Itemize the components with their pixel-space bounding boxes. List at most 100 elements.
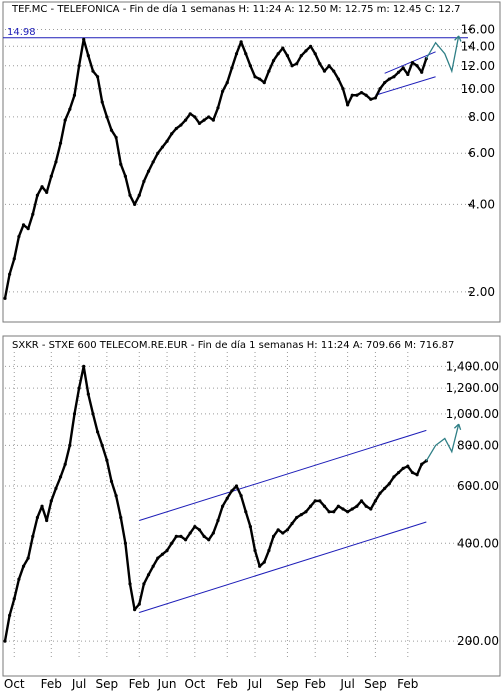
- x-tick-label: Jul: [247, 677, 262, 691]
- telefonica-price-point: [114, 135, 118, 140]
- telefonica-price-point: [359, 91, 364, 95]
- telefonica-y-tick-label: 2.00: [468, 285, 495, 299]
- stoxx-telecom-price-point: [114, 494, 118, 498]
- telefonica-price-point: [318, 62, 322, 66]
- telefonica-price-point: [77, 64, 81, 68]
- telefonica-price-point: [230, 66, 234, 70]
- telefonica-price-point: [105, 115, 109, 119]
- telefonica-price-point: [45, 190, 49, 194]
- stoxx-telecom-projection-line: [425, 423, 460, 462]
- stoxx-telecom-price-point: [258, 564, 262, 568]
- stoxx-telecom-y-tick-label: 1,200.00: [446, 381, 499, 395]
- telefonica-y-tick-label: 8.00: [468, 110, 495, 124]
- telefonica-price-point: [276, 52, 280, 56]
- stoxx-telecom-price-point: [420, 462, 424, 466]
- stoxx-telecom-price-point: [364, 504, 368, 508]
- stoxx-telecom-price-point: [336, 504, 340, 508]
- telefonica-panel: TEF.MC - TELEFONICA - Fin de día 1 seman…: [2, 1, 501, 323]
- stoxx-telecom-price-point: [359, 499, 364, 503]
- telefonica-projection-line: [425, 35, 460, 74]
- stoxx-telecom-price-point: [281, 531, 285, 535]
- telefonica-price-point: [35, 193, 40, 197]
- telefonica-price-series: [3, 37, 428, 300]
- stoxx-telecom-price-point: [77, 386, 81, 390]
- telefonica-price-point: [415, 64, 419, 68]
- x-tick-label: Feb: [41, 677, 62, 691]
- telefonica-price-point: [123, 174, 127, 178]
- stoxx-telecom-channel-lower-line: [139, 521, 427, 613]
- stoxx-telecom-price-point: [31, 534, 35, 538]
- telefonica-projection-arrowhead: [454, 35, 462, 42]
- stoxx-telecom-price-point: [322, 504, 327, 508]
- telefonica-price-point: [151, 160, 155, 164]
- telefonica-resistance-label: 14.98: [7, 27, 36, 38]
- telefonica-price-point: [322, 69, 327, 73]
- stoxx-telecom-price-point: [304, 510, 308, 514]
- stoxx-telecom-price-point: [262, 560, 266, 564]
- telefonica-price-point: [26, 227, 30, 231]
- stoxx-telecom-price-point: [72, 412, 77, 416]
- telefonica-price-point: [262, 81, 266, 85]
- stoxx-telecom-y-axis: 1,400.00 1,200.00 1,000.00 800.00 600.00 400.…: [446, 359, 499, 648]
- telefonica-price-point: [216, 106, 220, 110]
- stoxx-telecom-price-point: [105, 458, 109, 462]
- telefonica-price-point: [271, 59, 276, 63]
- stoxx-telecom-y-tick-label: 1,000.00: [446, 407, 499, 421]
- stoxx-telecom-panel: SXKR - STXE 600 TELECOM.RE.EUR - Fin de …: [2, 335, 501, 691]
- stoxx-telecom-price-point: [151, 564, 155, 568]
- telefonica-price-point: [165, 139, 169, 143]
- telefonica-price-point: [364, 93, 368, 97]
- stoxx-telecom-price-point: [225, 496, 229, 500]
- telefonica-y-tick-label: 6.00: [468, 146, 495, 160]
- stoxx-telecom-price-point: [21, 564, 26, 568]
- stoxx-telecom-price-point: [253, 548, 257, 553]
- telefonica-price-point: [355, 93, 359, 97]
- x-tick-label: Feb: [129, 677, 150, 691]
- stoxx-telecom-price-point: [119, 515, 123, 520]
- telefonica-price-point: [179, 123, 183, 127]
- telefonica-price-point: [383, 81, 387, 85]
- telefonica-price-point: [109, 128, 114, 132]
- stoxx-telecom-y-tick-label: 400.00: [457, 536, 499, 550]
- stoxx-telecom-price-point: [8, 613, 12, 617]
- stoxx-telecom-price-point: [244, 510, 248, 514]
- stoxx-telecom-price-point: [133, 608, 137, 612]
- stoxx-telecom-price-point: [332, 510, 336, 514]
- telefonica-price-point: [188, 112, 192, 116]
- stoxx-telecom-price-point: [165, 548, 169, 553]
- telefonica-price-point: [63, 118, 67, 122]
- telefonica-price-point: [369, 97, 373, 101]
- telefonica-price-point: [420, 70, 424, 74]
- telefonica-price-point: [244, 52, 248, 56]
- stoxx-telecom-price-point: [128, 582, 132, 586]
- stoxx-telecom-price-point: [327, 510, 331, 514]
- telefonica-price-point: [137, 193, 141, 197]
- telefonica-price-point: [72, 93, 77, 97]
- stoxx-telecom-x-axis: Oct Feb Jul Sep Feb Jun Oct Feb Jul Sep Feb Jul Sep F…: [4, 677, 419, 691]
- stoxx-telecom-y-tick-label: 800.00: [457, 438, 499, 452]
- telefonica-price-point: [12, 257, 16, 261]
- stoxx-telecom-price-point: [197, 528, 202, 532]
- stoxx-telecom-price-point: [216, 518, 220, 523]
- stoxx-telecom-price-point: [17, 577, 21, 581]
- stoxx-telecom-price-point: [49, 499, 53, 503]
- telefonica-price-point: [410, 61, 415, 65]
- stoxx-telecom-price-point: [156, 556, 160, 560]
- x-tick-label: Jul: [71, 677, 86, 691]
- stoxx-telecom-price-series: [3, 364, 428, 643]
- stoxx-telecom-price-point: [396, 470, 401, 475]
- telefonica-price-point: [58, 141, 63, 145]
- stoxx-telecom-price-point: [230, 489, 234, 493]
- stoxx-telecom-price-point: [63, 462, 67, 466]
- stoxx-telecom-price-point: [346, 510, 350, 514]
- telefonica-price-point: [31, 212, 35, 216]
- stoxx-telecom-price-point: [295, 515, 299, 520]
- stoxx-telecom-price-point: [35, 515, 40, 520]
- stoxx-telecom-projection-arrowhead: [453, 423, 462, 431]
- stoxx-telecom-channel-upper-line: [139, 429, 427, 521]
- telefonica-price-point: [183, 118, 188, 122]
- telefonica-price-point: [234, 52, 239, 56]
- stoxx-telecom-price-point: [290, 521, 294, 526]
- stoxx-telecom-price-point: [350, 507, 354, 511]
